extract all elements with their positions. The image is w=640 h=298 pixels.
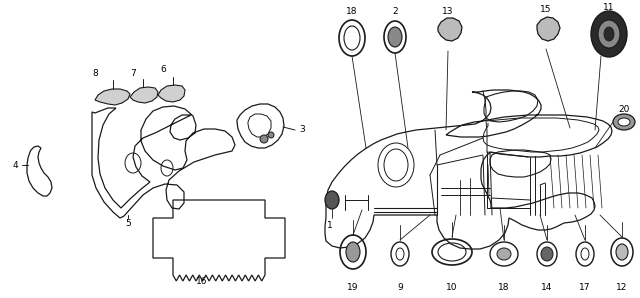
Text: 4: 4: [12, 161, 18, 170]
Ellipse shape: [541, 247, 553, 261]
Ellipse shape: [616, 244, 628, 260]
Ellipse shape: [260, 135, 268, 143]
Text: 18: 18: [499, 283, 509, 293]
Ellipse shape: [604, 27, 614, 41]
Text: 8: 8: [92, 69, 98, 77]
Text: 7: 7: [130, 69, 136, 77]
Ellipse shape: [591, 11, 627, 57]
Ellipse shape: [346, 242, 360, 262]
Ellipse shape: [613, 114, 635, 130]
Polygon shape: [537, 17, 560, 41]
Text: 9: 9: [397, 283, 403, 293]
Text: 10: 10: [446, 283, 458, 293]
Ellipse shape: [497, 248, 511, 260]
Text: 11: 11: [604, 4, 615, 13]
Ellipse shape: [325, 191, 339, 209]
Text: 1: 1: [327, 221, 333, 230]
Text: 18: 18: [346, 7, 358, 16]
Text: 14: 14: [541, 283, 553, 293]
Text: 6: 6: [160, 66, 166, 74]
Text: 20: 20: [618, 105, 630, 114]
Ellipse shape: [388, 27, 402, 47]
Text: 16: 16: [196, 277, 208, 286]
Text: 19: 19: [348, 283, 359, 293]
Ellipse shape: [268, 132, 274, 138]
Text: 17: 17: [579, 283, 591, 293]
Polygon shape: [95, 89, 130, 105]
Polygon shape: [130, 87, 158, 103]
Ellipse shape: [618, 118, 630, 126]
Polygon shape: [438, 18, 462, 41]
Text: 12: 12: [616, 283, 628, 293]
Text: 13: 13: [442, 7, 454, 15]
Text: 15: 15: [540, 5, 552, 15]
Ellipse shape: [598, 20, 620, 48]
Text: 5: 5: [125, 218, 131, 227]
Polygon shape: [158, 85, 185, 102]
Text: 3: 3: [299, 125, 305, 134]
Text: 2: 2: [392, 7, 398, 16]
